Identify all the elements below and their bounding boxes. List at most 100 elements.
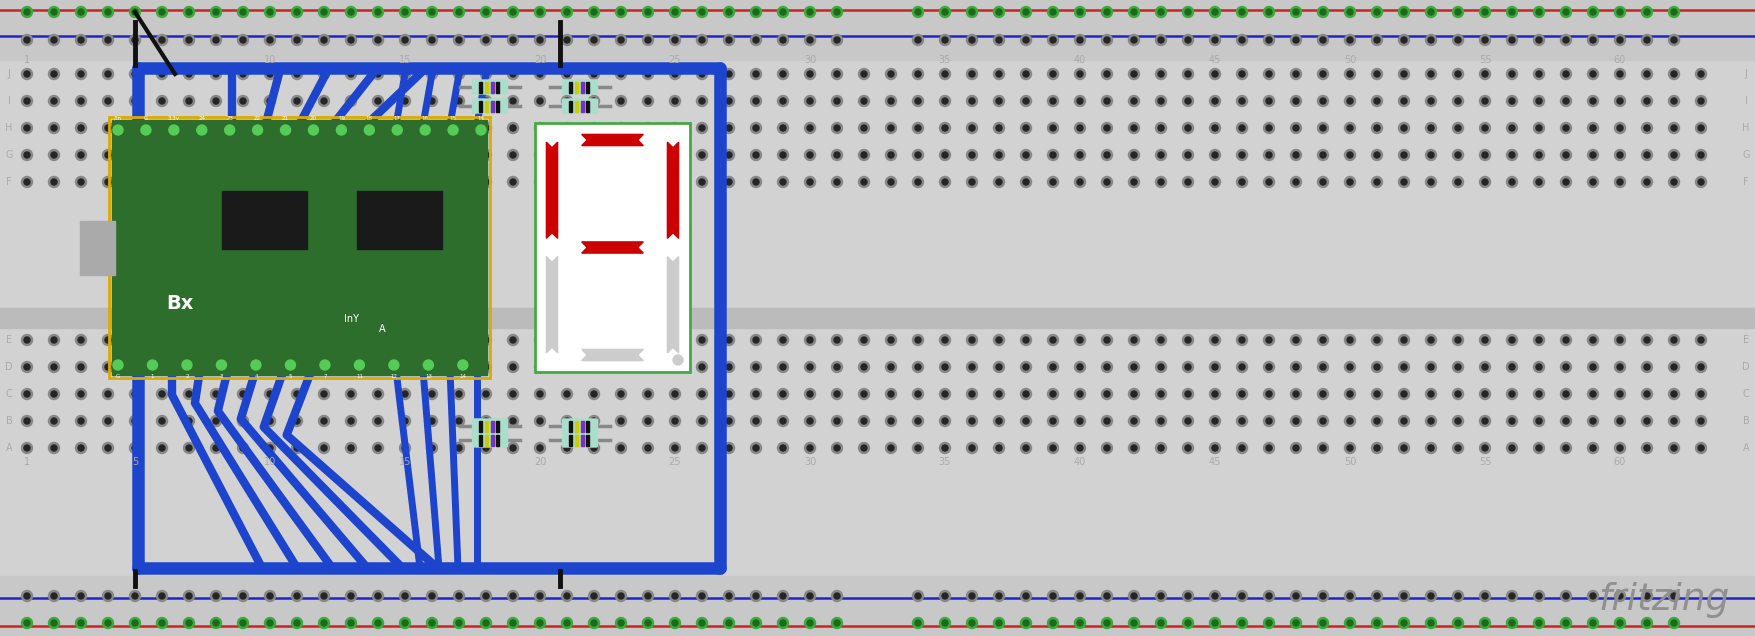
Circle shape (886, 443, 897, 453)
Circle shape (888, 364, 893, 370)
Circle shape (102, 618, 114, 628)
Circle shape (105, 152, 111, 158)
Circle shape (1158, 391, 1164, 397)
Circle shape (1293, 179, 1299, 185)
Circle shape (727, 337, 732, 343)
Circle shape (862, 364, 867, 370)
Circle shape (295, 98, 300, 104)
Circle shape (672, 9, 677, 15)
Circle shape (1290, 69, 1302, 80)
Circle shape (25, 445, 30, 451)
Circle shape (993, 335, 1004, 345)
Circle shape (1479, 443, 1490, 453)
Circle shape (211, 335, 221, 345)
Circle shape (1509, 620, 1515, 626)
Circle shape (347, 364, 355, 370)
Circle shape (1074, 69, 1086, 80)
Circle shape (1590, 364, 1595, 370)
Text: E: E (5, 335, 12, 345)
Text: 23: 23 (226, 116, 233, 120)
Circle shape (1641, 361, 1653, 373)
Circle shape (1128, 177, 1139, 188)
Circle shape (777, 95, 788, 106)
Circle shape (267, 337, 274, 343)
Circle shape (997, 445, 1002, 451)
Circle shape (49, 361, 60, 373)
Circle shape (240, 391, 246, 397)
Circle shape (376, 391, 381, 397)
Circle shape (1479, 34, 1490, 46)
Circle shape (507, 69, 518, 80)
Circle shape (1564, 71, 1569, 77)
Circle shape (1400, 37, 1408, 43)
Circle shape (402, 418, 407, 424)
Circle shape (1074, 34, 1086, 46)
Circle shape (1102, 34, 1113, 46)
Text: 19: 19 (339, 116, 346, 120)
Circle shape (562, 443, 572, 453)
Circle shape (967, 415, 978, 427)
Text: 5: 5 (132, 55, 139, 65)
Circle shape (355, 360, 365, 370)
Circle shape (49, 95, 60, 106)
Circle shape (862, 391, 867, 397)
Circle shape (1644, 125, 1650, 131)
Circle shape (672, 125, 677, 131)
Circle shape (807, 152, 813, 158)
Circle shape (291, 389, 302, 399)
Circle shape (942, 593, 948, 599)
Circle shape (1371, 415, 1383, 427)
Circle shape (481, 34, 491, 46)
Circle shape (1102, 389, 1113, 399)
Circle shape (1644, 9, 1650, 15)
Circle shape (318, 389, 330, 399)
Circle shape (1671, 337, 1678, 343)
Circle shape (616, 443, 627, 453)
Circle shape (1104, 364, 1109, 370)
Circle shape (646, 337, 651, 343)
Circle shape (1699, 98, 1704, 104)
Circle shape (1453, 69, 1464, 80)
Circle shape (1455, 98, 1460, 104)
Circle shape (591, 418, 597, 424)
Circle shape (862, 418, 867, 424)
Circle shape (939, 34, 951, 46)
Circle shape (426, 95, 437, 106)
Circle shape (1209, 34, 1220, 46)
Circle shape (212, 391, 219, 397)
Circle shape (267, 179, 274, 185)
Circle shape (1265, 391, 1272, 397)
Circle shape (939, 389, 951, 399)
FancyBboxPatch shape (472, 99, 507, 113)
Circle shape (642, 69, 653, 80)
Circle shape (753, 37, 758, 43)
Circle shape (423, 360, 433, 370)
Circle shape (105, 364, 111, 370)
Circle shape (588, 95, 600, 106)
Circle shape (511, 445, 516, 451)
Circle shape (1209, 149, 1220, 160)
Circle shape (751, 123, 762, 134)
Circle shape (1290, 6, 1302, 18)
Circle shape (160, 37, 165, 43)
Circle shape (1400, 445, 1408, 451)
Circle shape (1048, 177, 1058, 188)
Circle shape (1536, 98, 1543, 104)
Circle shape (1158, 179, 1164, 185)
Circle shape (105, 445, 111, 451)
Circle shape (591, 125, 597, 131)
Circle shape (346, 95, 356, 106)
Circle shape (132, 593, 139, 599)
Circle shape (1588, 618, 1599, 628)
Bar (586, 81, 590, 92)
Circle shape (862, 445, 867, 451)
Circle shape (939, 69, 951, 80)
Circle shape (25, 593, 30, 599)
Circle shape (267, 364, 274, 370)
Circle shape (888, 337, 893, 343)
Text: 21: 21 (283, 116, 290, 120)
Circle shape (727, 593, 732, 599)
Circle shape (1671, 391, 1678, 397)
Circle shape (75, 95, 86, 106)
Text: 60: 60 (1615, 457, 1627, 467)
